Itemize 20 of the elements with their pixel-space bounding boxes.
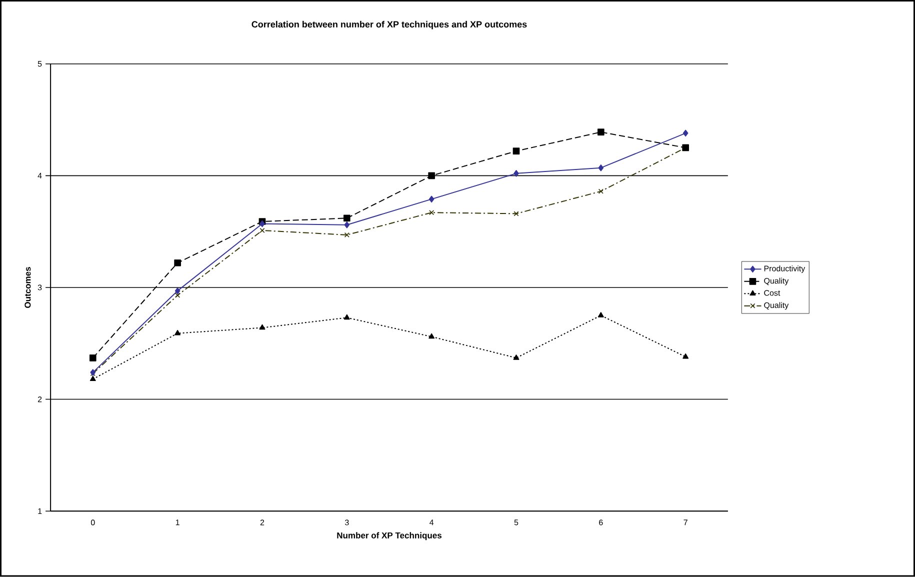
y-tick-label: 4 [38,173,42,179]
x-tick-label: 3 [344,520,349,526]
y-tick-label: 2 [38,396,42,402]
x-tick-label: 1 [176,520,180,526]
y-tick-label: 5 [38,61,42,67]
y-axis-title: Outcomes [24,267,31,308]
x-tick-label: 5 [514,520,518,526]
y-tick-label: 1 [38,508,42,514]
x-tick-label: 4 [430,520,434,526]
x-tick-label: 7 [684,520,688,526]
legend-label: Quality [764,302,789,310]
chart-title: Correlation between number of XP techniques and XP outcomes [252,21,527,30]
y-tick-label: 3 [38,284,42,290]
x-axis-title: Number of XP Techniques [337,532,442,540]
x-tick-label: 2 [260,520,264,526]
legend-label: Quality [764,278,789,286]
x-tick-label: 6 [599,520,603,526]
legend-label: Cost [764,290,780,296]
legend-label: Productivity [764,266,806,274]
x-tick-label: 0 [90,520,95,526]
